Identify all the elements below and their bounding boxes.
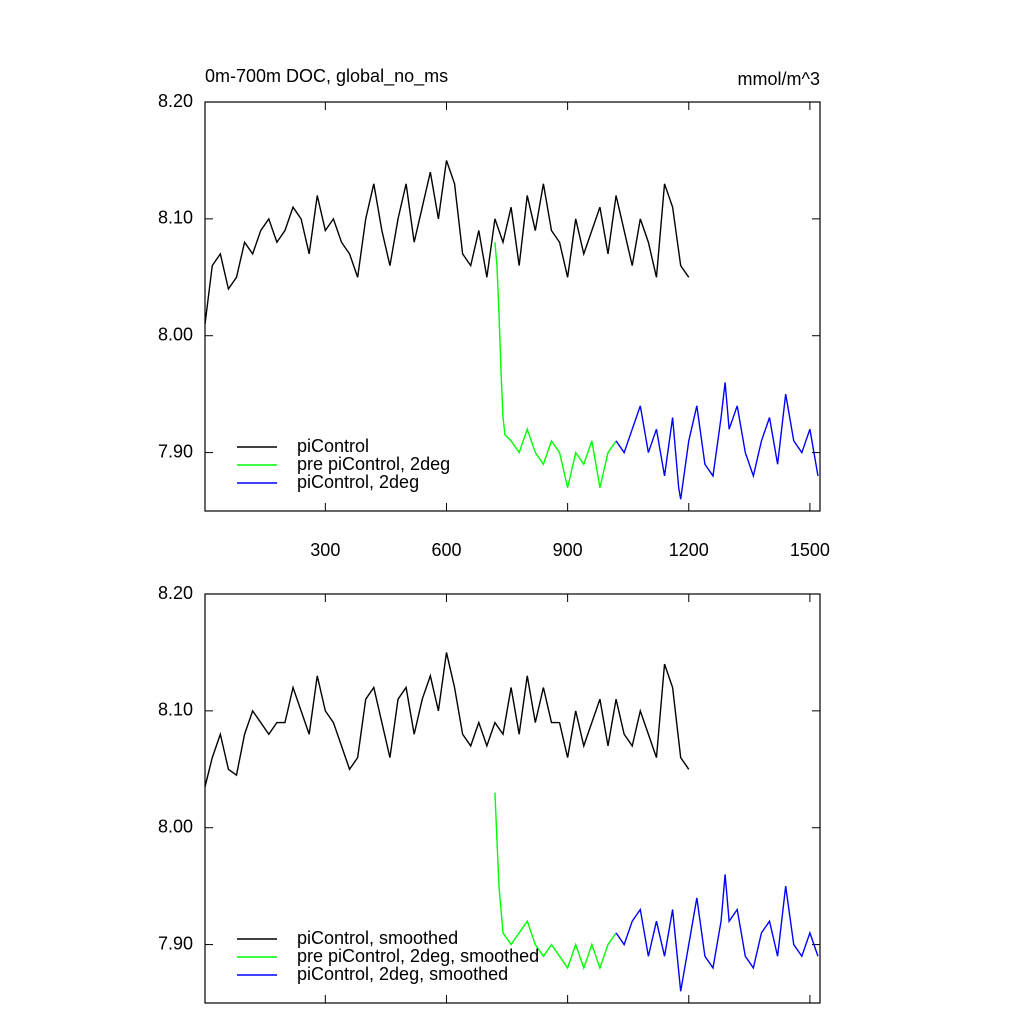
legend-label: piControl, 2deg, smoothed — [297, 964, 508, 984]
legend-label: piControl, 2deg — [297, 472, 419, 492]
data-line — [494, 242, 617, 488]
x-tick-label: 900 — [553, 540, 583, 560]
x-tick-label: 1500 — [790, 540, 830, 560]
y-tick-label: 7.90 — [158, 933, 193, 953]
data-line — [615, 874, 819, 992]
data-line — [204, 652, 690, 787]
x-tick-label: 600 — [431, 540, 461, 560]
data-line — [494, 792, 617, 971]
y-tick-label: 8.10 — [158, 700, 193, 720]
y-tick-label: 8.20 — [158, 583, 193, 603]
x-tick-label: 300 — [310, 540, 340, 560]
y-tick-label: 8.10 — [158, 208, 193, 228]
chart-title: 0m-700m DOC, global_no_ms — [205, 66, 448, 87]
y-tick-label: 8.00 — [158, 324, 193, 344]
data-line — [204, 160, 690, 325]
plot-frame — [204, 101, 821, 512]
legend-label: pre piControl, 2deg, smoothed — [297, 946, 539, 966]
y-tick-label: 8.20 — [158, 91, 193, 111]
legend-label: pre piControl, 2deg — [297, 454, 450, 474]
units-label: mmol/m^3 — [738, 69, 820, 89]
plot-frame — [204, 593, 821, 1004]
y-tick-label: 7.90 — [158, 441, 193, 461]
legend-label: piControl, smoothed — [297, 928, 458, 948]
x-tick-label: 1200 — [669, 540, 709, 560]
y-tick-label: 8.00 — [158, 816, 193, 836]
data-line — [615, 382, 819, 500]
legend-label: piControl — [297, 436, 369, 456]
